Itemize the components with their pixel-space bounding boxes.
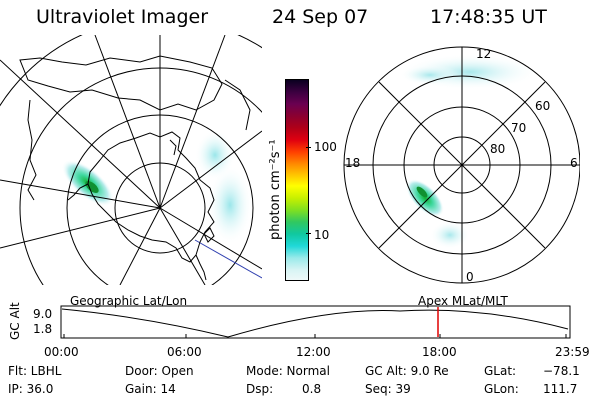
status-glon-value: 111.7 (543, 382, 578, 396)
xtick-1200: 12:00 (296, 345, 331, 359)
status-gc-alt: GC Alt: 9.0 Re (365, 364, 449, 378)
altitude-plot (60, 305, 571, 339)
status-glat-label: GLat: (484, 364, 517, 378)
status-ip: IP: 36.0 (8, 382, 54, 396)
colorbar-tick-100: 100 (314, 140, 337, 154)
mlt-label-12: 12 (476, 47, 491, 61)
xtick-0600: 06:00 (167, 345, 202, 359)
apex-label: Apex MLat/MLT (418, 294, 508, 308)
status-glon-label: GLon: (484, 382, 519, 396)
mlt-label-0: 0 (466, 270, 474, 284)
xtick-2359: 23:59 (555, 345, 590, 359)
mlat-label-70: 70 (511, 121, 526, 135)
colorbar-tick-10: 10 (314, 228, 330, 242)
status-gain: Gain: 14 (125, 382, 176, 396)
app-title: Ultraviolet Imager (36, 6, 209, 28)
time-label: 17:48:35 UT (430, 6, 547, 28)
status-seq: Seq: 39 (365, 382, 411, 396)
mlat-label-80: 80 (490, 142, 505, 156)
colorbar (285, 79, 309, 281)
mlat-label-60: 60 (535, 99, 550, 113)
alt-ytick-top: 9.0 (33, 307, 53, 321)
status-dsp-value: 0.8 (302, 382, 322, 396)
mlt-label-6: 6 (570, 156, 578, 170)
polar-map: 12 18 6 0 60 70 80 (343, 46, 580, 284)
aurora-nightside-patch (406, 179, 444, 217)
geographic-label: Geographic Lat/Lon (70, 294, 188, 308)
altitude-curve (61, 308, 569, 338)
aurora-faint-patch (208, 165, 252, 245)
date-label: 24 Sep 07 (272, 6, 369, 28)
xtick-0000: 00:00 (44, 345, 79, 359)
status-dsp-label: Dsp: (246, 382, 274, 396)
geographic-map (0, 35, 262, 285)
xtick-1800: 18:00 (422, 345, 457, 359)
alt-ytick-bottom: 1.8 (33, 322, 53, 336)
alt-ylabel: GC Alt (8, 302, 22, 340)
antarctica-coastline (87, 131, 215, 263)
mlt-label-18: 18 (345, 156, 360, 170)
status-mode: Mode: Normal (246, 364, 330, 378)
status-flt: Flt: LBHL (8, 364, 62, 378)
status-door: Door: Open (125, 364, 194, 378)
colorbar-unit-label: photon cm⁻²s⁻¹ (268, 139, 283, 240)
status-glat-value: −78.1 (543, 364, 580, 378)
